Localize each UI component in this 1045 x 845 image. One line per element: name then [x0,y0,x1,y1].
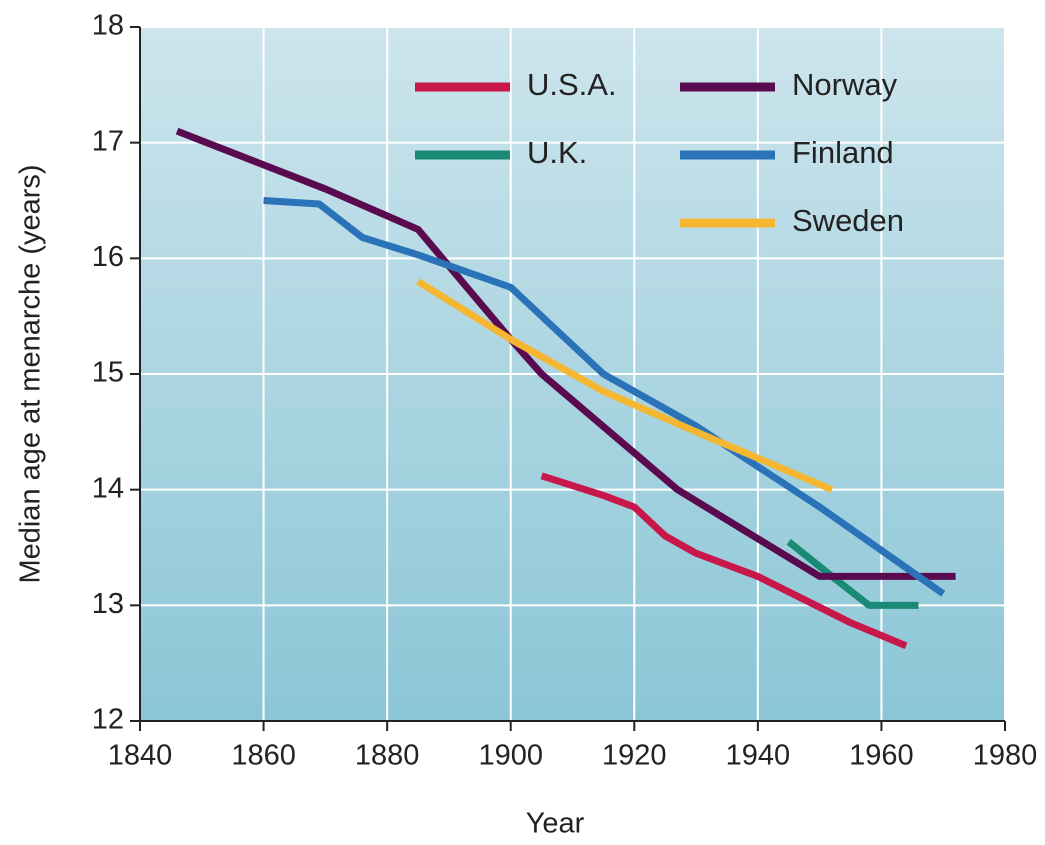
legend-label: Finland [792,135,894,170]
line-series [540,472,908,650]
y-tick-label: 12 [92,704,124,736]
line-series [263,197,946,597]
legend-label: U.K. [527,135,587,170]
x-tick-label: 1840 [108,740,173,772]
x-tick-label: 1860 [231,740,296,772]
x-tick-label: 1960 [849,740,914,772]
legend-label: Norway [792,67,898,102]
line-series [416,278,834,493]
x-tick-label: 1980 [973,740,1038,772]
y-tick-label: 13 [92,588,124,620]
x-axis-label: Year [526,808,585,840]
y-tick-label: 18 [92,10,124,42]
line-series [175,127,956,580]
y-tick-label: 16 [92,241,124,273]
x-tick-label: 1900 [478,740,543,772]
y-tick-label: 14 [92,472,124,504]
x-tick-label: 1920 [602,740,667,772]
legend-label: U.S.A. [527,67,617,102]
y-axis-label: Median age at menarche (years) [15,164,47,583]
legend-label: Sweden [792,203,904,238]
y-tick-label: 17 [92,125,124,157]
y-tick-label: 15 [92,357,124,389]
x-tick-label: 1940 [726,740,791,772]
line-series [786,538,919,609]
x-tick-label: 1880 [355,740,420,772]
